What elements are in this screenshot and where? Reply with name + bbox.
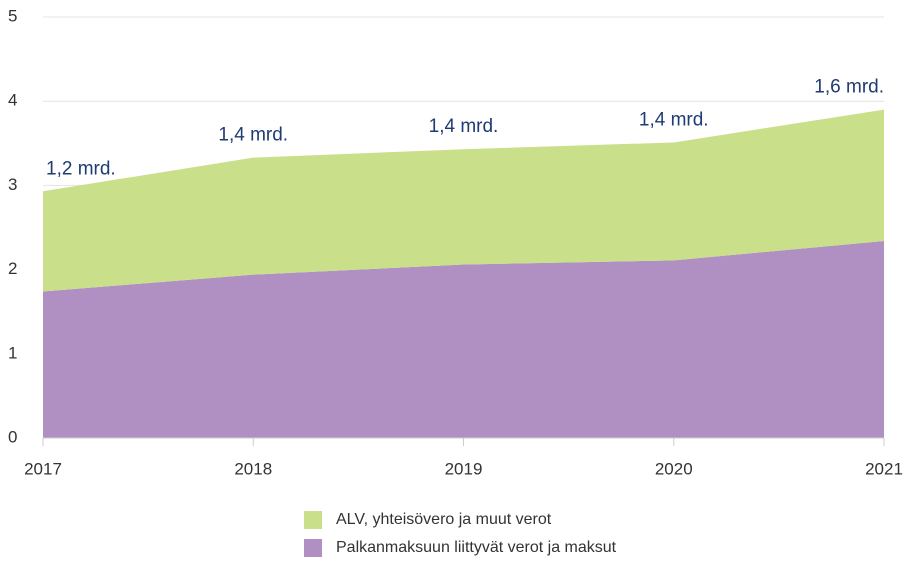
x-tick-label: 2018: [234, 459, 272, 478]
x-tick-label: 2017: [24, 459, 62, 478]
y-tick-label: 0: [8, 427, 17, 446]
value-label: 1,6 mrd.: [814, 77, 884, 98]
x-tick-label: 2019: [445, 459, 483, 478]
value-label: 1,4 mrd.: [429, 116, 499, 137]
area: [43, 240, 884, 438]
area: [43, 109, 884, 292]
y-tick-label: 1: [8, 343, 17, 362]
y-tick-label: 4: [8, 91, 17, 110]
value-label: 1,2 mrd.: [46, 158, 116, 179]
y-tick-label: 3: [8, 175, 17, 194]
y-tick-label: 2: [8, 259, 17, 278]
legend-swatch: [304, 511, 322, 529]
legend-swatch: [304, 539, 322, 557]
x-tick-label: 2020: [655, 459, 693, 478]
y-tick-label: 5: [8, 6, 17, 25]
legend-label: ALV, yhteisövero ja muut verot: [336, 511, 552, 528]
value-label: 1,4 mrd.: [639, 109, 709, 130]
x-tick-label: 2021: [865, 459, 903, 478]
legend-label: Palkanmaksuun liittyvät verot ja maksut: [336, 539, 617, 556]
value-label: 1,4 mrd.: [218, 125, 288, 146]
